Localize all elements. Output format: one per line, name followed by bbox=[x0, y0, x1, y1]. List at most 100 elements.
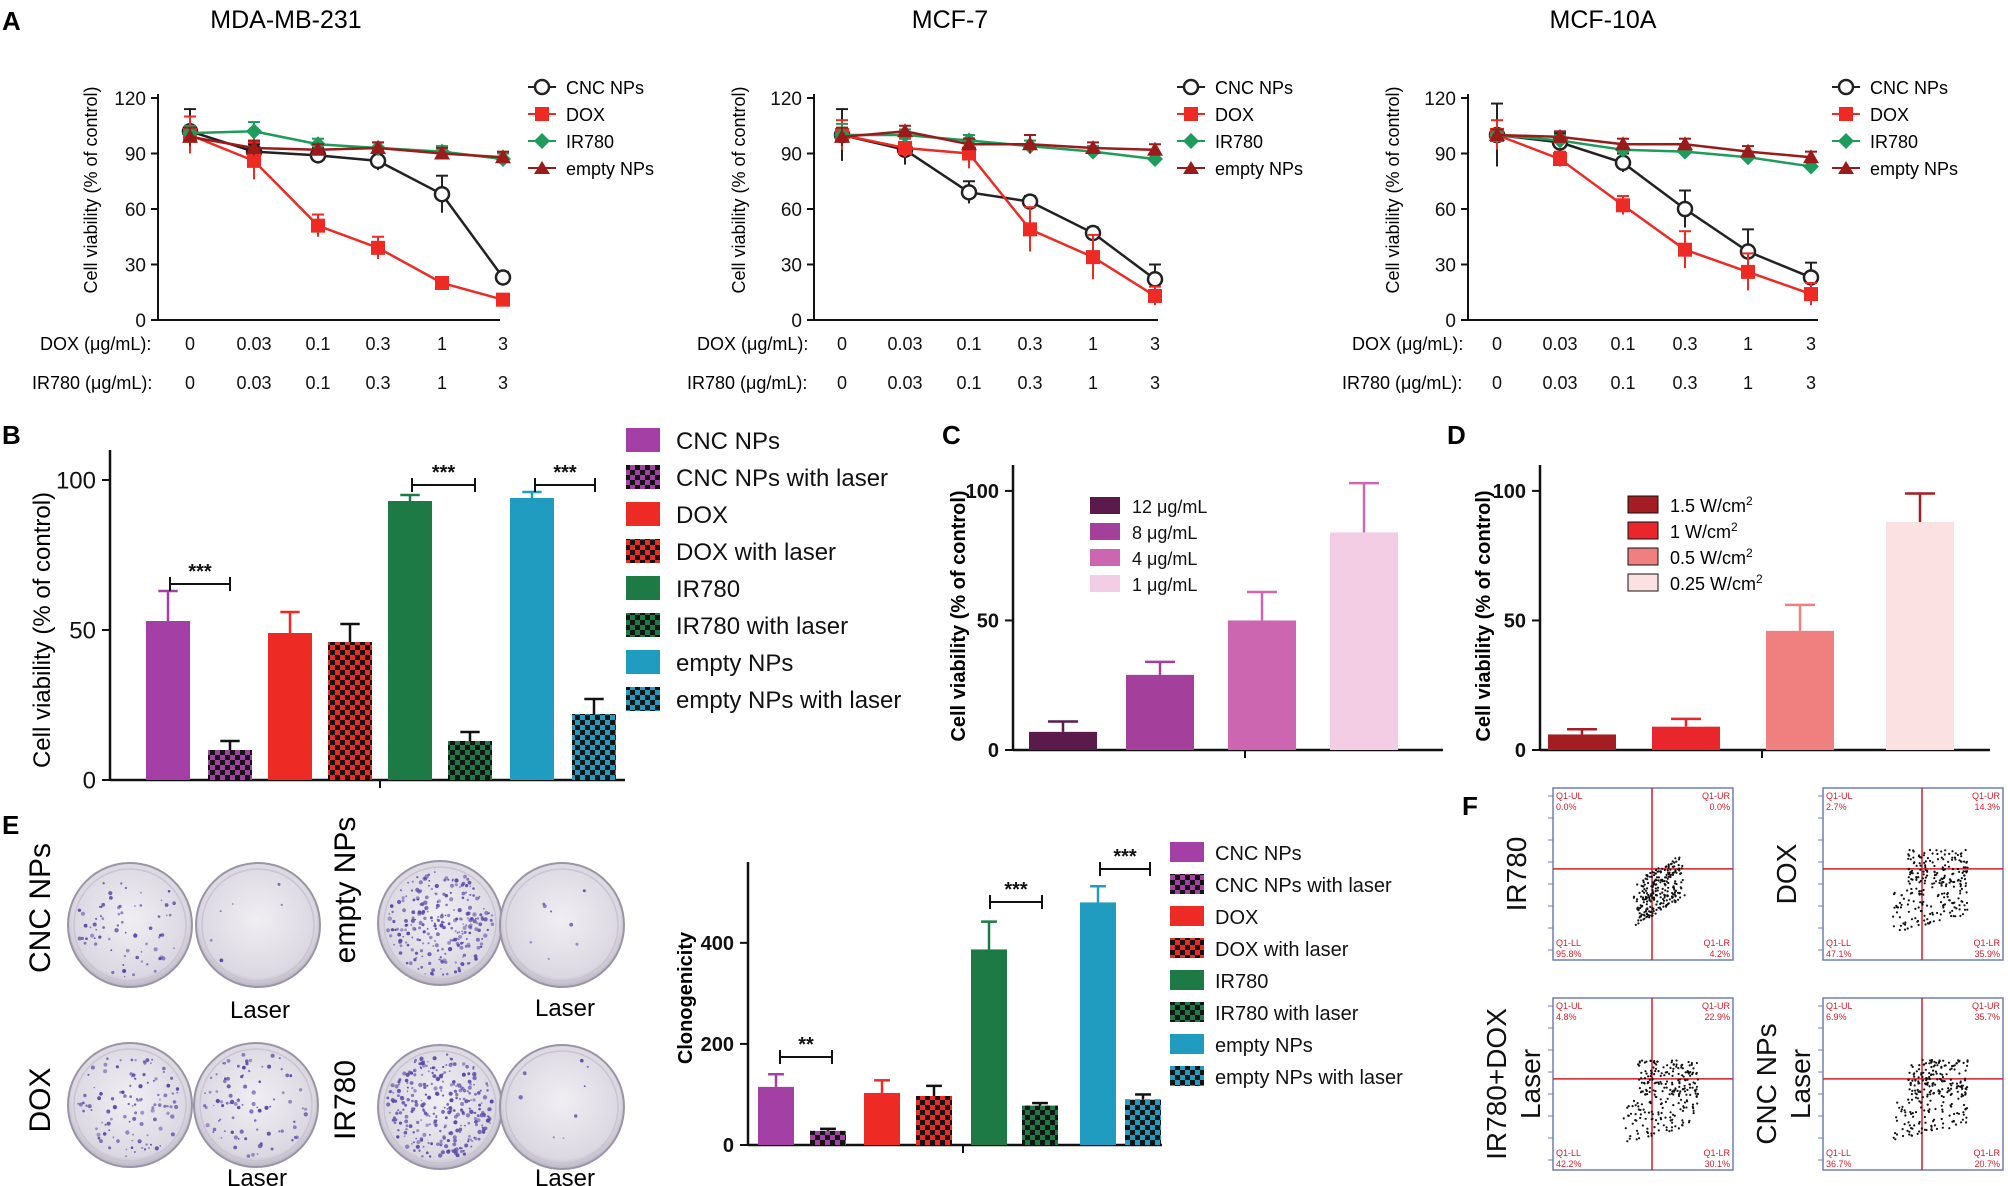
flow-event-3-235 bbox=[1910, 1127, 1913, 1130]
flow-event-3-154 bbox=[1930, 1065, 1933, 1069]
flow-event-0-59 bbox=[1636, 883, 1639, 886]
d-ytick-label-0: 0 bbox=[1515, 740, 1526, 762]
b-sig-label-0: *** bbox=[188, 561, 212, 583]
flow-event-2-47 bbox=[1654, 1067, 1658, 1070]
dish-dox-colony-5 bbox=[138, 1084, 143, 1089]
flow-event-3-231 bbox=[1903, 1123, 1906, 1126]
dish-dox-laser-colony-18 bbox=[267, 1064, 272, 1069]
flow-event-2-142 bbox=[1650, 1071, 1653, 1074]
flow-event-1-48 bbox=[1964, 882, 1968, 885]
dish-ir780-colony-71 bbox=[402, 1071, 407, 1076]
dish-empty-nps-colony-249 bbox=[468, 962, 471, 964]
dish-ir780-colony-200 bbox=[396, 1094, 400, 1098]
dish-ir780-colony-15 bbox=[404, 1119, 409, 1124]
flow-event-2-93 bbox=[1677, 1067, 1680, 1070]
a1-dox-conc-5: 3 bbox=[498, 334, 508, 354]
dish-ir780-colony-224 bbox=[482, 1112, 486, 1117]
flow-event-1-148 bbox=[1952, 885, 1955, 888]
dish-empty-nps-colony-240 bbox=[475, 896, 479, 901]
a1-ir780-conc-1: 0.03 bbox=[236, 373, 271, 393]
dish-ir780-colony-274 bbox=[406, 1081, 409, 1085]
dish-empty-nps-colony-165 bbox=[401, 896, 405, 900]
flow-event-1-89 bbox=[1936, 858, 1940, 861]
flow-event-1-252 bbox=[1965, 871, 1968, 874]
flow-event-0-203 bbox=[1675, 860, 1678, 863]
dish-dox-colony-107 bbox=[97, 1096, 101, 1101]
a2-point-0-5 bbox=[1146, 271, 1164, 288]
flow-event-3-94 bbox=[1950, 1092, 1953, 1095]
flow-event-2-254 bbox=[1638, 1061, 1641, 1064]
flow-event-1-113 bbox=[1961, 871, 1964, 875]
flow-event-0-202 bbox=[1644, 897, 1647, 901]
flow-event-3-1 bbox=[1957, 1097, 1960, 1100]
dish-empty-nps-colony-230 bbox=[399, 944, 403, 948]
flow-event-3-35 bbox=[1945, 1073, 1948, 1076]
dish-empty-nps-colony-108 bbox=[424, 908, 427, 911]
flow-event-1-232 bbox=[1943, 876, 1946, 879]
dish-ir780-colony-128 bbox=[411, 1099, 414, 1103]
flow-event-3-36 bbox=[1920, 1127, 1923, 1130]
b-legend-label-6: empty NPs bbox=[676, 650, 793, 677]
dish-label-dox: DOX bbox=[24, 1067, 57, 1132]
dish-dox-colony-46 bbox=[123, 1114, 127, 1119]
dish-ir780-colony-197 bbox=[454, 1147, 459, 1152]
dish-dox-laser-colony-8 bbox=[285, 1073, 290, 1078]
flow-event-1-67 bbox=[1940, 884, 1943, 887]
flow-event-0-56 bbox=[1651, 912, 1654, 915]
flow-event-3-3 bbox=[1966, 1086, 1969, 1089]
dish-ir780-colony-160 bbox=[442, 1135, 446, 1139]
dish-empty-nps-colony-128 bbox=[390, 928, 395, 932]
a3-dox-conc-5: 3 bbox=[1806, 334, 1816, 354]
dish-ir780-colony-229 bbox=[458, 1127, 463, 1132]
a2-point-3-4 bbox=[1085, 139, 1101, 154]
flow-event-3-82 bbox=[1941, 1110, 1944, 1113]
flow-event-3-117 bbox=[1913, 1084, 1916, 1087]
flow-event-3-119 bbox=[1934, 1070, 1937, 1073]
flow-lr-val-3: 20.7% bbox=[1974, 1159, 2000, 1169]
dish-dox-colony-84 bbox=[142, 1060, 146, 1064]
dish-ir780-colony-188 bbox=[439, 1139, 443, 1143]
dish-empty-nps-colony-154 bbox=[455, 917, 459, 921]
dish-ir780-colony-125 bbox=[425, 1151, 429, 1155]
dish-cnc-nps-colony-34 bbox=[95, 928, 97, 931]
flow-event-1-85 bbox=[1910, 925, 1913, 928]
dish-ir780-colony-225 bbox=[473, 1136, 476, 1139]
flow-event-3-52 bbox=[1921, 1096, 1924, 1099]
flow-event-3-81 bbox=[1904, 1111, 1907, 1114]
flow-event-3-104 bbox=[1926, 1093, 1929, 1096]
flow-event-3-233 bbox=[1925, 1082, 1928, 1085]
dish-ir780-colony-265 bbox=[462, 1152, 466, 1156]
dish-empty-nps-colony-231 bbox=[427, 942, 430, 945]
dish-ir780-colony-217 bbox=[412, 1131, 415, 1134]
dish-ir780-colony-95 bbox=[460, 1150, 463, 1153]
flow-event-3-213 bbox=[1925, 1076, 1928, 1080]
flow-event-0-217 bbox=[1681, 864, 1684, 868]
flow-event-1-254 bbox=[1915, 876, 1918, 879]
flow-event-1-150 bbox=[1892, 925, 1895, 928]
flow-event-1-138 bbox=[1947, 860, 1950, 863]
dish-dox-laser-colony-82 bbox=[253, 1119, 257, 1122]
dish-dox-colony-29 bbox=[102, 1132, 107, 1136]
flow-event-2-216 bbox=[1682, 1075, 1685, 1078]
dish-dox-colony-7 bbox=[115, 1065, 119, 1069]
dish-ir780-colony-36 bbox=[416, 1129, 420, 1133]
dish-ir780-colony-45 bbox=[421, 1105, 424, 1108]
dish-dox-laser-colony-3 bbox=[293, 1120, 296, 1124]
flow-event-0-43 bbox=[1637, 919, 1640, 922]
flow-event-2-224 bbox=[1696, 1102, 1699, 1105]
dish-ir780-colony-39 bbox=[414, 1058, 418, 1062]
flow-event-3-227 bbox=[1955, 1062, 1958, 1065]
dish-empty-nps-colony-213 bbox=[447, 941, 451, 945]
dish-dox-colony-65 bbox=[110, 1097, 115, 1101]
dish-dox-laser-colony-28 bbox=[303, 1112, 308, 1117]
dish-dox-colony-60 bbox=[171, 1092, 174, 1095]
flow-event-0-248 bbox=[1679, 896, 1682, 899]
flow-event-1-167 bbox=[1944, 885, 1948, 888]
a1-ir780-row-label: IR780 (μg/mL): bbox=[32, 373, 152, 393]
dish-dox-laser-colony-40 bbox=[259, 1142, 263, 1146]
dish-dox-colony-75 bbox=[125, 1148, 128, 1151]
flow-event-1-221 bbox=[1952, 880, 1955, 884]
dish-empty-nps-colony-72 bbox=[458, 935, 462, 939]
dish-empty-nps-colony-218 bbox=[410, 924, 413, 926]
dish-empty-nps-colony-100 bbox=[434, 871, 436, 873]
